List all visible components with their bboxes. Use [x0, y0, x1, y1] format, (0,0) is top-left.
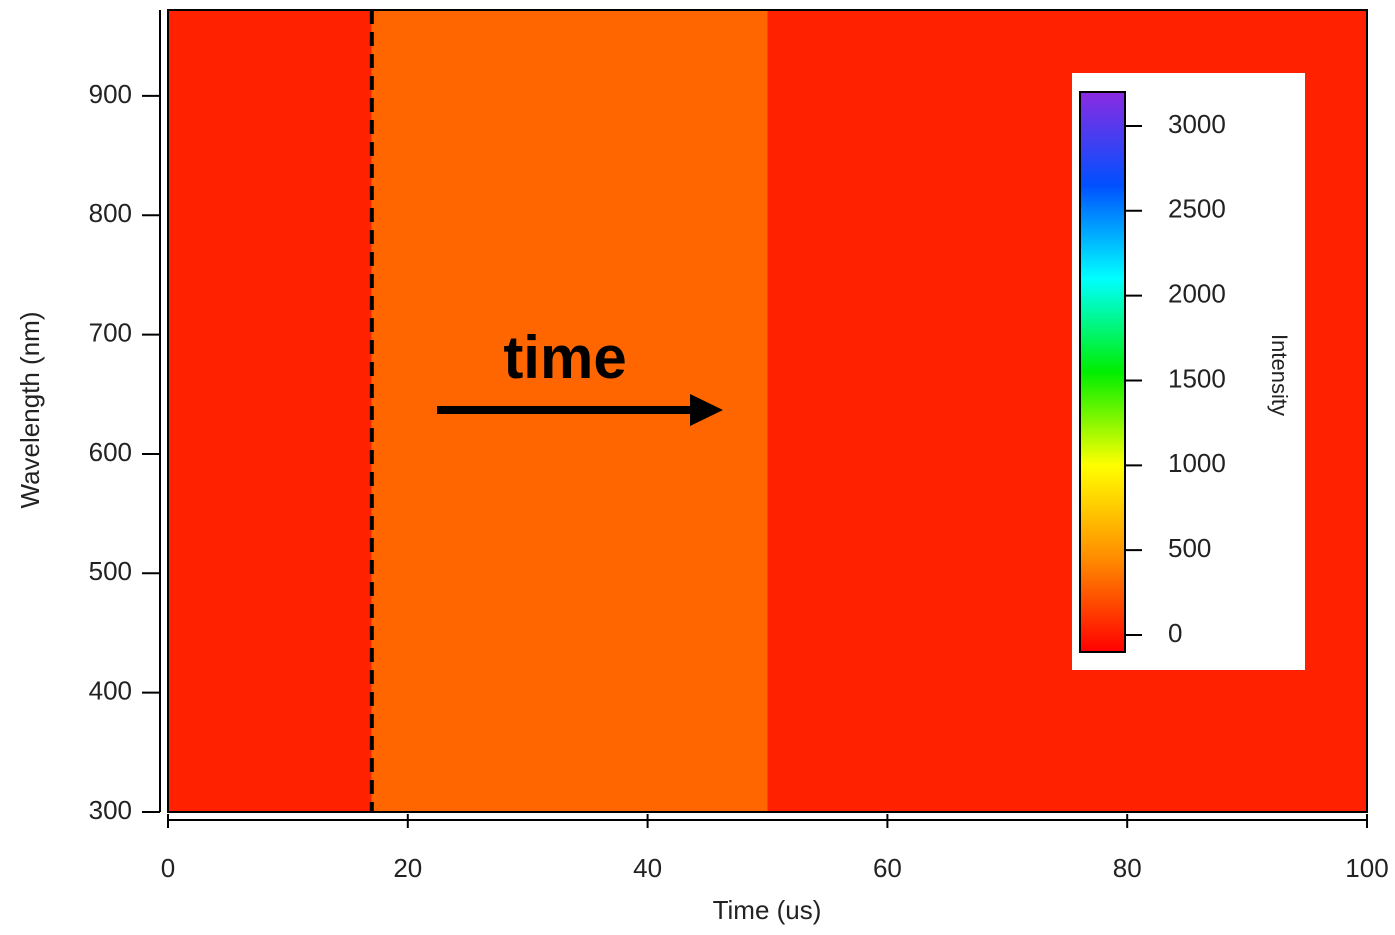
y-tick-label: 600 — [89, 437, 132, 467]
colorbar-tick-label: 2000 — [1168, 279, 1226, 309]
x-tick-label: 80 — [1113, 853, 1142, 883]
x-tick-label: 0 — [161, 853, 175, 883]
colorbar-tick-label: 500 — [1168, 533, 1211, 563]
colorbar-tick-label: 1000 — [1168, 448, 1226, 478]
y-tick-label: 900 — [89, 79, 132, 109]
y-tick-label: 300 — [89, 795, 132, 825]
x-tick-label: 100 — [1345, 853, 1388, 883]
colorbar-tick-label: 2500 — [1168, 194, 1226, 224]
colorbar-tick-label: 1500 — [1168, 363, 1226, 393]
plot-frame — [167, 9, 1368, 813]
arrow-head — [690, 394, 723, 426]
y-tick-label: 800 — [89, 198, 132, 228]
colorbar-tick-label: 3000 — [1168, 109, 1226, 139]
colorbar-label: Intensity — [1267, 334, 1292, 416]
colorbar-tick-label: 0 — [1168, 618, 1182, 648]
x-tick-label: 60 — [873, 853, 902, 883]
y-tick-label: 400 — [89, 676, 132, 706]
annotation: time — [503, 324, 626, 391]
y-tick-label: 700 — [89, 317, 132, 347]
y-tick-label: 500 — [89, 556, 132, 586]
x-axis-label: Time (us) — [713, 895, 822, 925]
colorbar — [1079, 91, 1126, 653]
x-tick-label: 20 — [393, 853, 422, 883]
y-axis-label: Wavelength (nm) — [15, 312, 45, 509]
x-tick-label: 40 — [633, 853, 662, 883]
heatmap-cell — [168, 10, 372, 812]
